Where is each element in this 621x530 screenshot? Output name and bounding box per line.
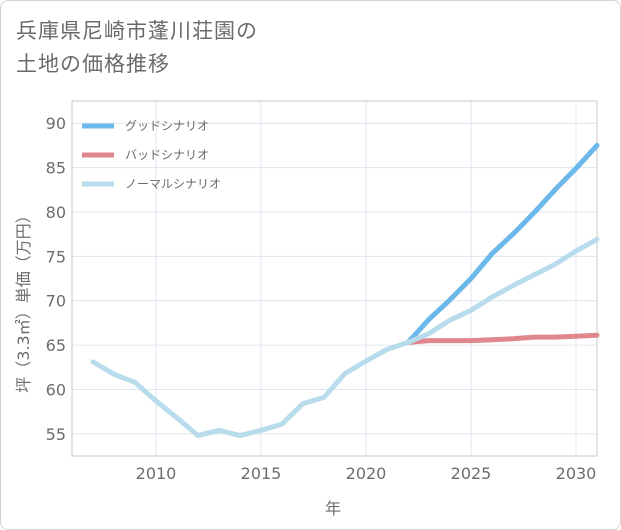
y-tick-label: 65: [46, 336, 66, 355]
series-lines: [90, 142, 600, 439]
plot-frame: [71, 100, 598, 457]
y-tick-label: 85: [46, 159, 66, 178]
chart-title: 兵庫県尼崎市蓬川荘園の 土地の価格推移: [16, 15, 258, 81]
x-tick-label: 2020: [346, 464, 387, 483]
x-tick-labels: 2010 2015 2020 2025 2030: [136, 464, 597, 483]
y-tick-label: 70: [46, 292, 66, 311]
y-tick-label: 75: [46, 247, 66, 266]
chart-title-line-2: 土地の価格推移: [16, 52, 170, 76]
x-tick-label: 2010: [136, 464, 177, 483]
chart-title-line-1: 兵庫県尼崎市蓬川荘園の: [16, 19, 258, 43]
series-line-3: [90, 236, 600, 439]
series-line-1: [405, 142, 600, 345]
y-tick-labels: 55 60 65 70 75 80 85 90: [46, 114, 66, 444]
y-tick-label: 60: [46, 380, 66, 399]
legend-label-3: ノーマルシナリオ: [125, 177, 221, 191]
legend-label-1: グッドシナリオ: [125, 119, 209, 133]
legend-label-2: バッドシナリオ: [125, 148, 209, 162]
x-tick-label: 2030: [556, 464, 597, 483]
y-axis-label: 坪（3.3㎡）単価（万円）: [14, 207, 33, 392]
series-line-2: [405, 332, 600, 345]
x-tick-label: 2025: [451, 464, 492, 483]
y-tick-label: 55: [46, 425, 66, 444]
y-tick-label: 80: [46, 203, 66, 222]
y-tick-label: 90: [46, 114, 66, 133]
x-tick-label: 2015: [241, 464, 282, 483]
x-axis-label: 年: [325, 499, 341, 518]
